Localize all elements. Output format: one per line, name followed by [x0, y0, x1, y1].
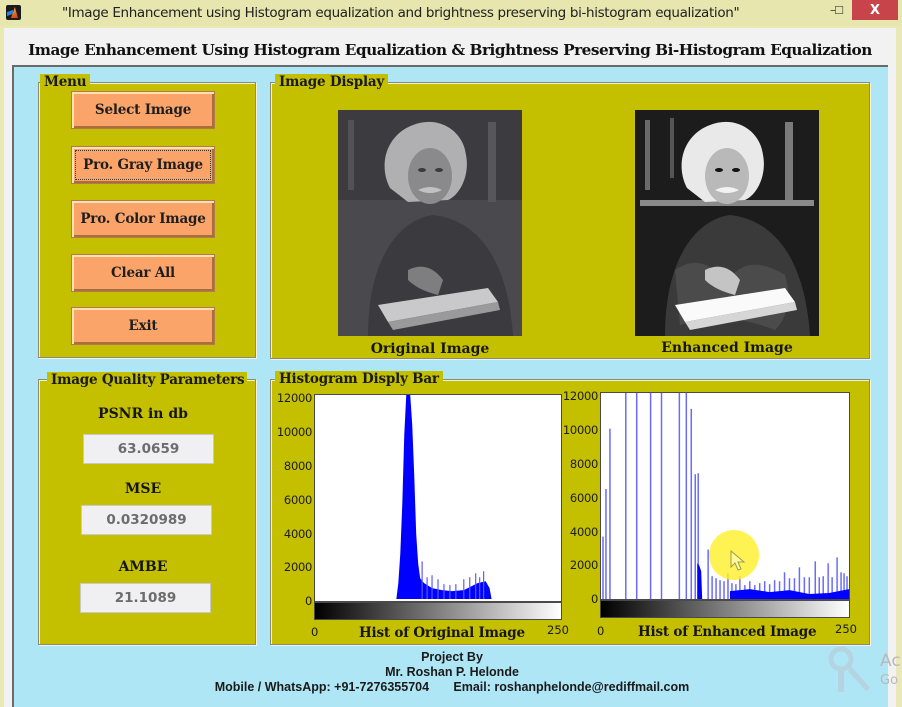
- y-tick: 10000: [562, 423, 598, 437]
- original-histogram-axes: 12000 10000 8000 6000 4000 2000 0: [277, 391, 562, 608]
- y-tick: 12000: [562, 389, 598, 403]
- y-tick: 8000: [569, 457, 598, 471]
- psnr-value-field[interactable]: 63.0659: [83, 434, 214, 464]
- process-color-image-button[interactable]: Pro. Color Image: [71, 200, 215, 238]
- y-tick: 4000: [569, 525, 598, 539]
- original-histogram-bars: [396, 395, 492, 600]
- mouse-cursor-icon: [730, 550, 746, 571]
- window-titlebar: "Image Enhancement using Histogram equal…: [0, 0, 902, 26]
- figure-client-area: Image Enhancement Using Histogram Equali…: [4, 28, 896, 707]
- enhanced-portrait-image: [635, 110, 819, 336]
- minimize-button[interactable]: –: [830, 3, 836, 17]
- image-display-panel: Image Display Orig: [270, 74, 870, 359]
- original-image: [338, 110, 522, 336]
- x-tick-min: 0: [597, 624, 605, 638]
- y-tick: 6000: [283, 493, 312, 507]
- mse-label: MSE: [124, 481, 162, 497]
- y-tick: 4000: [283, 527, 312, 541]
- watermark-line1: Ac: [880, 651, 901, 671]
- project-credits: Project By Mr. Roshan P. Helonde Mobile …: [14, 650, 890, 695]
- image-display-panel-title: Image Display: [275, 74, 389, 91]
- y-tick: 12000: [276, 391, 312, 405]
- enhanced-grayscale-colorbar: [600, 600, 850, 618]
- y-tick: 2000: [569, 558, 598, 572]
- y-tick: 8000: [283, 459, 312, 473]
- enhanced-histogram-caption: Hist of Enhanced Image: [638, 624, 817, 640]
- y-tick: 0: [304, 594, 312, 608]
- select-image-button[interactable]: Select Image: [71, 91, 215, 129]
- clear-all-button[interactable]: Clear All: [71, 254, 215, 292]
- psnr-label: PSNR in db: [98, 406, 188, 422]
- window-title: "Image Enhancement using Histogram equal…: [62, 5, 740, 21]
- credits-line-project-by: Project By: [421, 650, 483, 664]
- y-tick: 10000: [276, 425, 312, 439]
- enhanced-image: [635, 110, 819, 336]
- menu-panel: Menu Select Image Pro. Gray Image Pro. C…: [38, 74, 256, 358]
- quality-parameters-panel: Image Quality Parameters PSNR in db 63.0…: [38, 372, 256, 645]
- close-button[interactable]: X: [852, 0, 898, 20]
- maximize-button[interactable]: ☐: [834, 3, 844, 17]
- watermark-line2: Go: [880, 673, 899, 688]
- credits-contact-info: Mobile / WhatsApp: +91-7276355704 Email:…: [214, 680, 690, 694]
- mse-value-field[interactable]: 0.0320989: [81, 505, 212, 535]
- gui-canvas: Menu Select Image Pro. Gray Image Pro. C…: [12, 65, 888, 707]
- x-tick-max: 250: [835, 622, 857, 636]
- original-histogram-caption: Hist of Original Image: [359, 625, 525, 641]
- credits-author-name: Mr. Roshan P. Helonde: [385, 665, 519, 679]
- ambe-value-field[interactable]: 21.1089: [80, 583, 211, 613]
- enhanced-image-caption: Enhanced Image: [661, 340, 793, 356]
- y-tick: 0: [590, 592, 598, 606]
- enhanced-histogram-bars: [602, 393, 849, 599]
- process-gray-image-button[interactable]: Pro. Gray Image: [71, 146, 215, 184]
- x-tick-max: 250: [547, 623, 569, 637]
- key-watermark-icon: [828, 646, 870, 692]
- original-portrait-image: [338, 110, 522, 336]
- window-border: [896, 26, 902, 707]
- activate-windows-watermark: Ac Go: [880, 651, 901, 691]
- x-tick-min: 0: [311, 625, 319, 639]
- histogram-panel: Histogram Disply Bar 12000 10000 8000 60…: [270, 371, 870, 645]
- matlab-icon[interactable]: [6, 5, 21, 20]
- quality-panel-title: Image Quality Parameters: [47, 372, 247, 389]
- y-tick: 2000: [283, 560, 312, 574]
- ambe-label: AMBE: [118, 559, 168, 575]
- page-title: Image Enhancement Using Histogram Equali…: [28, 41, 872, 59]
- menu-panel-title: Menu: [40, 74, 91, 91]
- histogram-panel-title: Histogram Disply Bar: [275, 371, 443, 388]
- original-image-caption: Original Image: [370, 341, 490, 357]
- exit-button[interactable]: Exit: [71, 307, 215, 345]
- y-tick: 6000: [569, 491, 598, 505]
- original-grayscale-colorbar: [314, 602, 562, 620]
